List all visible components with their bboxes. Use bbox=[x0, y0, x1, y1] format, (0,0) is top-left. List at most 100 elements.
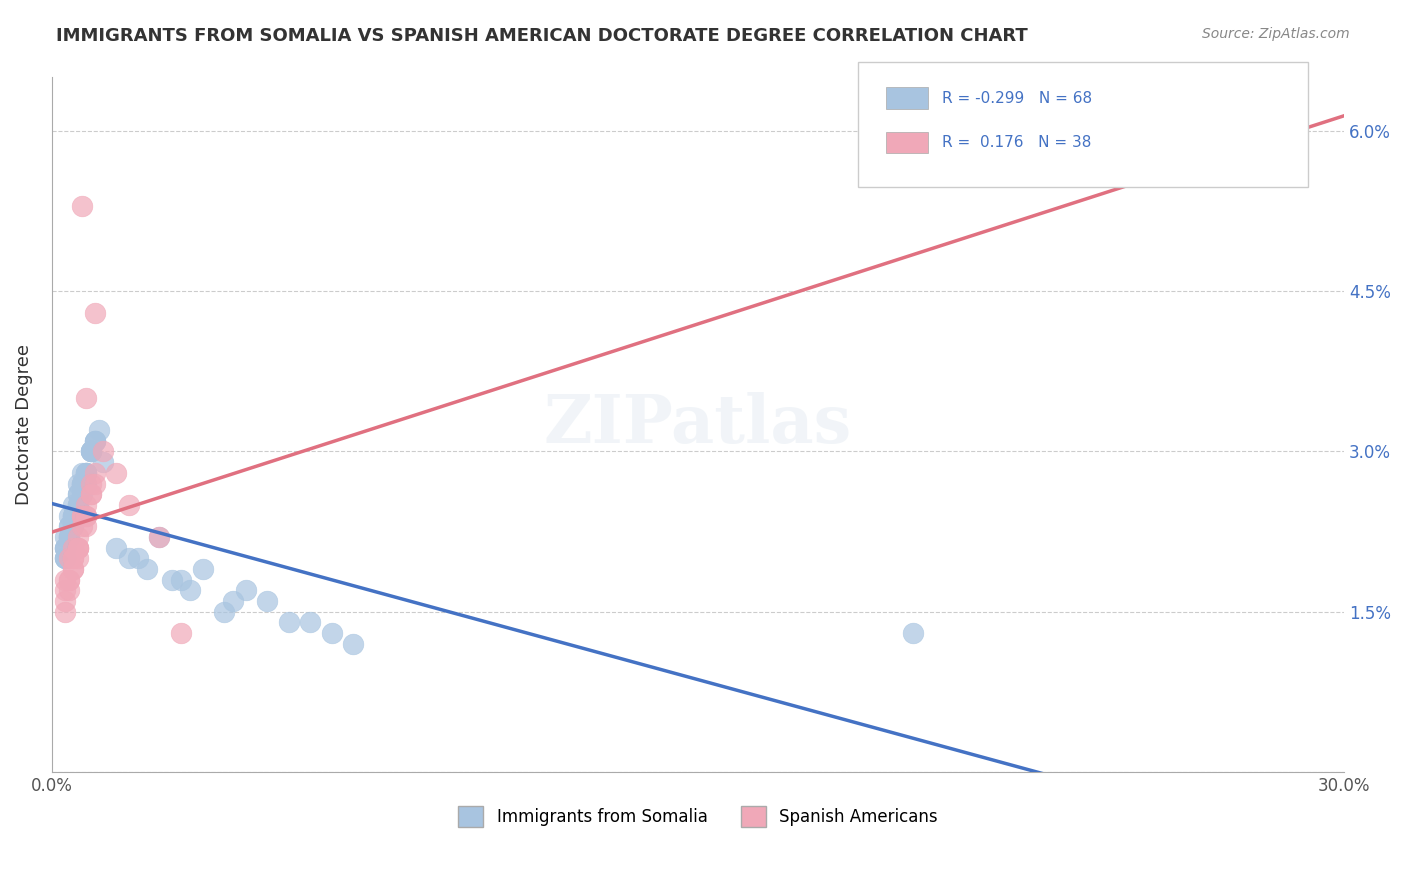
Point bbox=[66, 498, 89, 512]
Point bbox=[256, 594, 278, 608]
Point bbox=[53, 605, 76, 619]
Point bbox=[62, 498, 84, 512]
Point bbox=[79, 444, 101, 458]
Point bbox=[53, 530, 76, 544]
Point bbox=[212, 605, 235, 619]
Point bbox=[75, 391, 97, 405]
Point bbox=[66, 541, 89, 555]
Point bbox=[70, 466, 93, 480]
Point bbox=[62, 562, 84, 576]
Point bbox=[58, 551, 80, 566]
Point bbox=[70, 476, 93, 491]
Point bbox=[93, 455, 115, 469]
Text: IMMIGRANTS FROM SOMALIA VS SPANISH AMERICAN DOCTORATE DEGREE CORRELATION CHART: IMMIGRANTS FROM SOMALIA VS SPANISH AMERI… bbox=[56, 27, 1028, 45]
Text: Source: ZipAtlas.com: Source: ZipAtlas.com bbox=[1202, 27, 1350, 41]
Point bbox=[83, 434, 105, 448]
Point bbox=[75, 466, 97, 480]
Point bbox=[66, 498, 89, 512]
Point bbox=[70, 508, 93, 523]
Point bbox=[118, 498, 141, 512]
Point bbox=[75, 466, 97, 480]
Point bbox=[70, 487, 93, 501]
Point bbox=[58, 508, 80, 523]
Point bbox=[66, 541, 89, 555]
Point bbox=[53, 573, 76, 587]
Point bbox=[83, 434, 105, 448]
Point bbox=[62, 508, 84, 523]
Point bbox=[70, 199, 93, 213]
Point bbox=[83, 434, 105, 448]
Point bbox=[79, 487, 101, 501]
Point bbox=[93, 444, 115, 458]
Point bbox=[105, 466, 128, 480]
Point bbox=[58, 530, 80, 544]
Point bbox=[66, 487, 89, 501]
Point bbox=[66, 476, 89, 491]
Point bbox=[53, 541, 76, 555]
Point bbox=[127, 551, 149, 566]
Point bbox=[179, 583, 201, 598]
Point bbox=[62, 519, 84, 533]
Point bbox=[162, 573, 184, 587]
Point bbox=[53, 541, 76, 555]
Point bbox=[62, 562, 84, 576]
Point bbox=[53, 551, 76, 566]
Point bbox=[148, 530, 170, 544]
Point bbox=[105, 541, 128, 555]
Point bbox=[62, 508, 84, 523]
Point bbox=[53, 583, 76, 598]
Point bbox=[53, 541, 76, 555]
Point bbox=[79, 476, 101, 491]
Point bbox=[58, 530, 80, 544]
Point bbox=[70, 476, 93, 491]
Point bbox=[79, 487, 101, 501]
Point bbox=[75, 508, 97, 523]
Point bbox=[66, 498, 89, 512]
Point bbox=[62, 551, 84, 566]
Point bbox=[903, 626, 925, 640]
Point bbox=[62, 508, 84, 523]
Point bbox=[321, 626, 343, 640]
Point bbox=[75, 519, 97, 533]
Point bbox=[66, 541, 89, 555]
Point bbox=[135, 562, 157, 576]
Point bbox=[58, 573, 80, 587]
Point bbox=[75, 498, 97, 512]
Point bbox=[58, 519, 80, 533]
Point bbox=[299, 615, 322, 630]
Point bbox=[75, 466, 97, 480]
Point bbox=[79, 444, 101, 458]
Point bbox=[89, 423, 111, 437]
Point bbox=[342, 637, 364, 651]
Point bbox=[66, 530, 89, 544]
Point bbox=[79, 444, 101, 458]
Point bbox=[70, 519, 93, 533]
Point bbox=[75, 476, 97, 491]
Point bbox=[53, 594, 76, 608]
Point bbox=[221, 594, 243, 608]
Point bbox=[53, 551, 76, 566]
Point bbox=[62, 508, 84, 523]
Point bbox=[66, 551, 89, 566]
Point bbox=[235, 583, 257, 598]
Point bbox=[66, 498, 89, 512]
Point bbox=[66, 487, 89, 501]
Point bbox=[79, 444, 101, 458]
Point bbox=[70, 476, 93, 491]
Point bbox=[170, 573, 193, 587]
Point bbox=[58, 530, 80, 544]
Point bbox=[58, 530, 80, 544]
Point bbox=[70, 476, 93, 491]
Point bbox=[83, 466, 105, 480]
Point bbox=[62, 519, 84, 533]
Point bbox=[83, 476, 105, 491]
Point bbox=[62, 541, 84, 555]
Point bbox=[191, 562, 214, 576]
Text: R =  0.176   N = 38: R = 0.176 N = 38 bbox=[942, 136, 1091, 150]
Point bbox=[53, 551, 76, 566]
Point bbox=[277, 615, 299, 630]
Point bbox=[58, 583, 80, 598]
Text: ZIPatlas: ZIPatlas bbox=[544, 392, 852, 458]
Point bbox=[118, 551, 141, 566]
Point bbox=[58, 519, 80, 533]
